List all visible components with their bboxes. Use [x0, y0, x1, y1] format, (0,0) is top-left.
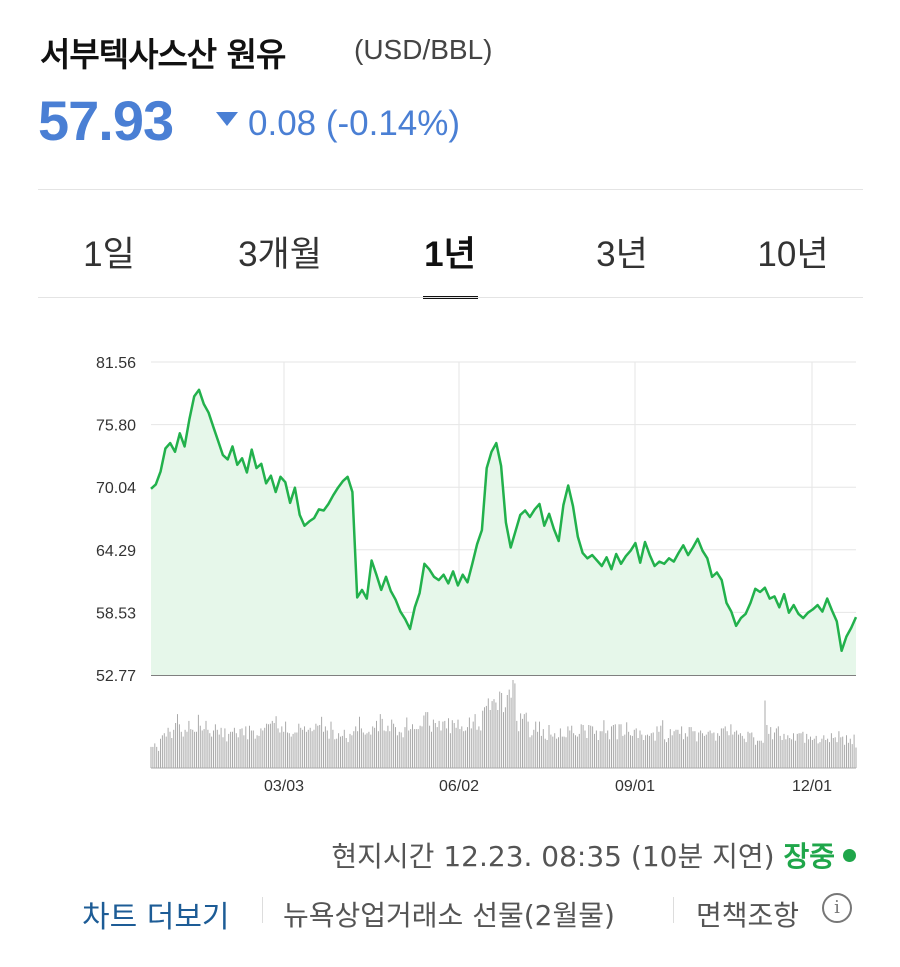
info-icon[interactable]: i: [822, 893, 852, 923]
price-chart: 81.56 75.80 70.04 64.29 58.53 52.77 03/03 06/0…: [96, 355, 858, 795]
tab-10-years[interactable]: 10년: [757, 235, 829, 274]
y-tick-label: 70.04: [96, 480, 136, 497]
current-price: 57.93: [38, 89, 174, 152]
market-time: 현지시간 12.23. 08:35 (10분 지연) 장중: [331, 835, 856, 875]
x-tick-label: 06/02: [439, 778, 479, 795]
y-tick-label: 81.56: [96, 355, 136, 372]
tab-1-day[interactable]: 1일: [83, 235, 135, 274]
y-tick-label: 64.29: [96, 543, 136, 560]
y-tick-label: 58.53: [96, 605, 136, 622]
price-area: [151, 389, 856, 675]
disclaimer-link[interactable]: 면책조항: [696, 899, 800, 932]
separator: [673, 897, 674, 923]
down-triangle-icon: [216, 112, 238, 126]
price-line: [150, 388, 858, 653]
status-dot-icon: [843, 848, 856, 862]
price-change: 0.08 (-0.14%): [248, 104, 461, 143]
market-status: 장중: [783, 840, 835, 873]
x-tick-label: 09/01: [615, 778, 655, 795]
tab-3-months[interactable]: 3개월: [238, 235, 322, 274]
tab-3-years[interactable]: 3년: [596, 235, 648, 274]
instrument-unit: (USD/BBL): [354, 34, 493, 65]
x-tick-label: 03/03: [264, 778, 304, 795]
instrument-title: 서부텍사스산 원유: [40, 35, 286, 74]
y-tick-label: 52.77: [96, 668, 136, 685]
local-time-text: 현지시간 12.23. 08:35 (10분 지연): [331, 840, 775, 873]
x-tick-label: 12/01: [792, 778, 832, 795]
separator: [262, 897, 263, 923]
more-chart-link[interactable]: 차트 더보기: [82, 900, 230, 935]
divider: [38, 189, 863, 190]
exchange-info: 뉴욕상업거래소 선물(2월물): [283, 899, 615, 932]
divider: [38, 297, 863, 298]
tab-1-year[interactable]: 1년: [424, 235, 476, 274]
y-tick-label: 75.80: [96, 418, 136, 435]
